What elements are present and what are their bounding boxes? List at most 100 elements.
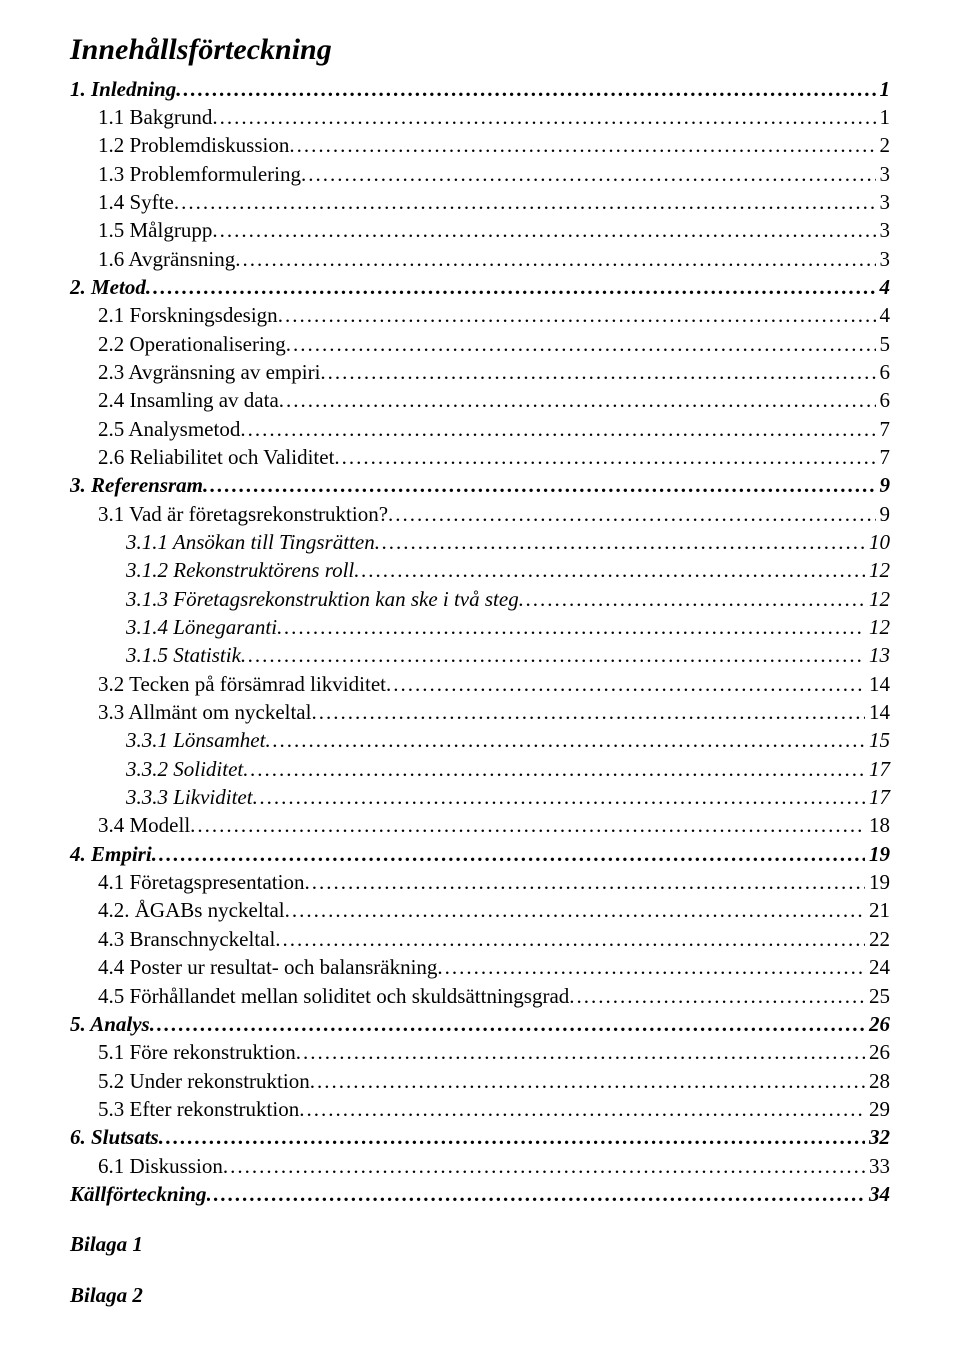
- toc-page-number: 22: [865, 925, 890, 953]
- appendix-label: Bilaga 2: [70, 1281, 890, 1309]
- toc-page-number: 18: [865, 811, 890, 839]
- toc-leader-dots: [240, 415, 875, 443]
- toc-row: 3.1.2 Rekonstruktörens roll 12: [70, 556, 890, 584]
- toc-page-number: 10: [865, 528, 890, 556]
- toc-leader-dots: [320, 358, 875, 386]
- toc-leader-dots: [278, 301, 876, 329]
- toc-label: 2.3 Avgränsning av empiri: [98, 358, 320, 386]
- toc-leader-dots: [569, 982, 865, 1010]
- toc-row: 1. Inledning 1: [70, 75, 890, 103]
- toc-label: 2. Metod: [70, 273, 146, 301]
- toc-label: Källförteckning: [70, 1180, 207, 1208]
- toc-row: 4. Empiri 19: [70, 840, 890, 868]
- toc-page-number: 14: [865, 670, 890, 698]
- toc-page-number: 4: [876, 301, 891, 329]
- toc-leader-dots: [285, 896, 865, 924]
- toc-page-number: 21: [865, 896, 890, 924]
- toc-label: 3.3.1 Lönsamhet: [126, 726, 265, 754]
- toc-page-number: 17: [865, 783, 890, 811]
- toc-page-number: 26: [865, 1010, 890, 1038]
- toc-row: 4.3 Branschnyckeltal 22: [70, 925, 890, 953]
- toc-leader-dots: [243, 755, 865, 783]
- toc-title: Innehållsförteckning: [70, 30, 890, 71]
- toc-row: 3.1 Vad är företagsrekonstruktion? 9: [70, 500, 890, 528]
- toc-container: 1. Inledning 11.1 Bakgrund 11.2 Problemd…: [70, 75, 890, 1209]
- toc-row: 5.2 Under rekonstruktion 28: [70, 1067, 890, 1095]
- toc-leader-dots: [334, 443, 875, 471]
- toc-row: 3.3.2 Soliditet 17: [70, 755, 890, 783]
- toc-page-number: 12: [865, 585, 890, 613]
- toc-page-number: 3: [876, 160, 891, 188]
- toc-page-number: 12: [865, 613, 890, 641]
- toc-row: 3.2 Tecken på försämrad likviditet 14: [70, 670, 890, 698]
- toc-label: 3.2 Tecken på försämrad likviditet: [98, 670, 386, 698]
- toc-row: 1.5 Målgrupp 3: [70, 216, 890, 244]
- toc-row: 1.3 Problemformulering 3: [70, 160, 890, 188]
- toc-label: 4.1 Företagspresentation: [98, 868, 304, 896]
- toc-label: 6.1 Diskussion: [98, 1152, 223, 1180]
- toc-page-number: 32: [865, 1123, 890, 1151]
- toc-label: 2.5 Analysmetod: [98, 415, 240, 443]
- toc-label: 2.1 Forskningsdesign: [98, 301, 278, 329]
- toc-row: 2.6 Reliabilitet och Validitet 7: [70, 443, 890, 471]
- page: Innehållsförteckning 1. Inledning 11.1 B…: [0, 0, 960, 1355]
- toc-row: 3.4 Modell 18: [70, 811, 890, 839]
- toc-label: 2.6 Reliabilitet och Validitet: [98, 443, 334, 471]
- toc-page-number: 3: [876, 216, 891, 244]
- toc-label: 1.3 Problemformulering: [98, 160, 301, 188]
- toc-leader-dots: [437, 953, 865, 981]
- toc-label: 4. Empiri: [70, 840, 152, 868]
- toc-page-number: 5: [876, 330, 891, 358]
- toc-page-number: 33: [865, 1152, 890, 1180]
- toc-row: 2.2 Operationalisering 5: [70, 330, 890, 358]
- toc-label: 5.2 Under rekonstruktion: [98, 1067, 310, 1095]
- toc-page-number: 24: [865, 953, 890, 981]
- toc-page-number: 9: [876, 471, 891, 499]
- toc-page-number: 7: [876, 415, 891, 443]
- toc-label: 5.3 Efter rekonstruktion: [98, 1095, 299, 1123]
- toc-row: 1.6 Avgränsning 3: [70, 245, 890, 273]
- toc-row: 3.1.4 Lönegaranti 12: [70, 613, 890, 641]
- toc-leader-dots: [146, 273, 876, 301]
- toc-label: 3.1.4 Lönegaranti: [126, 613, 277, 641]
- toc-page-number: 12: [865, 556, 890, 584]
- toc-leader-dots: [207, 1180, 865, 1208]
- toc-page-number: 34: [865, 1180, 890, 1208]
- toc-page-number: 7: [876, 443, 891, 471]
- toc-leader-dots: [299, 1095, 865, 1123]
- toc-label: 1. Inledning: [70, 75, 176, 103]
- toc-page-number: 26: [865, 1038, 890, 1066]
- toc-page-number: 17: [865, 755, 890, 783]
- toc-leader-dots: [174, 188, 876, 216]
- toc-row: 2.4 Insamling av data 6: [70, 386, 890, 414]
- toc-leader-dots: [212, 103, 875, 131]
- toc-leader-dots: [159, 1123, 865, 1151]
- toc-leader-dots: [310, 1067, 865, 1095]
- toc-row: 3.3.1 Lönsamhet 15: [70, 726, 890, 754]
- toc-label: 3. Referensram: [70, 471, 203, 499]
- toc-row: 6.1 Diskussion 33: [70, 1152, 890, 1180]
- toc-row: Källförteckning 34: [70, 1180, 890, 1208]
- toc-leader-dots: [279, 386, 876, 414]
- toc-leader-dots: [375, 528, 865, 556]
- toc-label: 3.3.3 Likviditet: [126, 783, 253, 811]
- toc-label: 3.1.2 Rekonstruktörens roll: [126, 556, 354, 584]
- toc-row: 3.1.1 Ansökan till Tingsrätten 10: [70, 528, 890, 556]
- toc-leader-dots: [388, 500, 875, 528]
- toc-label: 1.5 Målgrupp: [98, 216, 212, 244]
- toc-row: 3.3.3 Likviditet 17: [70, 783, 890, 811]
- toc-leader-dots: [212, 216, 875, 244]
- toc-row: 4.2. ÅGABs nyckeltal 21: [70, 896, 890, 924]
- toc-leader-dots: [277, 613, 865, 641]
- toc-label: 3.1 Vad är företagsrekonstruktion?: [98, 500, 388, 528]
- toc-page-number: 2: [876, 131, 891, 159]
- toc-label: 4.5 Förhållandet mellan soliditet och sk…: [98, 982, 569, 1010]
- toc-page-number: 19: [865, 868, 890, 896]
- toc-leader-dots: [235, 245, 875, 273]
- toc-label: 6. Slutsats: [70, 1123, 159, 1151]
- toc-leader-dots: [223, 1152, 865, 1180]
- toc-row: 5.1 Före rekonstruktion 26: [70, 1038, 890, 1066]
- toc-page-number: 9: [876, 500, 891, 528]
- toc-label: 3.3 Allmänt om nyckeltal: [98, 698, 311, 726]
- toc-leader-dots: [304, 868, 865, 896]
